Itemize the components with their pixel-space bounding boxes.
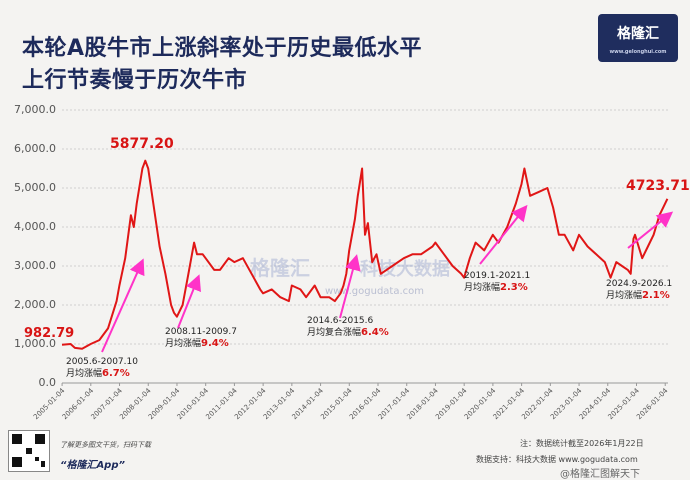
y-tick-label: 0.0 xyxy=(39,376,57,389)
x-tick-label: 2026-01-04 xyxy=(635,386,670,421)
data-label-start: 982.79 xyxy=(24,326,74,341)
annotation-period: 2008.11-2009.7 xyxy=(165,327,237,337)
annotation-arrow xyxy=(101,258,145,353)
annotation-label-text: 月均涨幅 xyxy=(464,281,500,293)
annotation-label: 月均涨幅9.4% xyxy=(165,337,229,349)
qr-code[interactable] xyxy=(8,430,50,472)
annotation-arrow xyxy=(339,254,361,319)
logo-url: www.gelonghui.com xyxy=(609,49,667,55)
annotation-label-text: 月均涨幅 xyxy=(66,367,102,379)
annotation-label-text: 月均复合涨幅 xyxy=(307,326,361,338)
annotation-period: 2024.9-2026.1 xyxy=(606,279,672,289)
data-label-peak-2007: 5877.20 xyxy=(110,136,174,152)
weibo-handle: @格隆汇图解天下 xyxy=(560,469,640,480)
annotation-arrow xyxy=(479,204,528,265)
annotation-label-text: 月均涨幅 xyxy=(606,289,642,301)
chart-title-line-2: 上行节奏慢于历次牛市 xyxy=(22,68,248,93)
y-tick-label: 5,000.0 xyxy=(14,181,56,194)
data-label-latest: 4723.71 xyxy=(626,178,690,194)
data-source: 数据支持：科技大数据 www.gogudata.com xyxy=(476,455,638,464)
annotation-rate: 6.4% xyxy=(361,327,389,338)
annotation-rate: 2.1% xyxy=(642,290,670,301)
app-name: “格隆汇App” xyxy=(60,460,125,471)
chart-title-line-1: 本轮A股牛市上涨斜率处于历史最低水平 xyxy=(22,36,423,61)
annotation-rate: 2.3% xyxy=(500,282,528,293)
annotation-label: 月均涨幅6.7% xyxy=(66,367,130,379)
brand-logo: 格隆汇 www.gelonghui.com xyxy=(598,14,678,62)
y-tick-label: 7,000.0 xyxy=(14,103,56,116)
annotation-rate: 6.7% xyxy=(102,368,130,379)
y-tick-label: 3,000.0 xyxy=(14,259,56,272)
y-tick-label: 4,000.0 xyxy=(14,220,56,233)
annotation-arrow xyxy=(627,211,674,249)
g-logo-icon: 格隆汇 xyxy=(617,26,659,42)
annotation-rate: 9.4% xyxy=(201,338,229,349)
annotation-period: 2014.6-2015.6 xyxy=(307,316,374,326)
y-tick-label: 6,000.0 xyxy=(14,142,56,155)
annotation-label: 月均涨幅2.3% xyxy=(464,281,528,293)
watermark-brand: 格隆汇 xyxy=(250,256,310,280)
y-tick-label: 2,000.0 xyxy=(14,298,56,311)
series-line-index xyxy=(61,159,669,350)
qr-hint: 了解更多图文干货，扫码下载 xyxy=(60,441,151,449)
y-tick-label: 1,000.0 xyxy=(14,337,56,350)
watermark-url: www.gogudata.com xyxy=(325,286,424,297)
annotation-label-text: 月均涨幅 xyxy=(165,337,201,349)
data-note: 注：数据统计截至2026年1月22日 xyxy=(520,439,644,448)
annotation-arrow xyxy=(177,274,201,329)
annotation-period: 2005.6-2007.10 xyxy=(66,357,138,367)
annotation-label: 月均复合涨幅6.4% xyxy=(307,326,389,338)
annotation-label: 月均涨幅2.1% xyxy=(606,289,670,301)
annotation-period: 2019.1-2021.1 xyxy=(464,271,530,281)
watermark-data: 科技大数据 xyxy=(360,258,450,280)
